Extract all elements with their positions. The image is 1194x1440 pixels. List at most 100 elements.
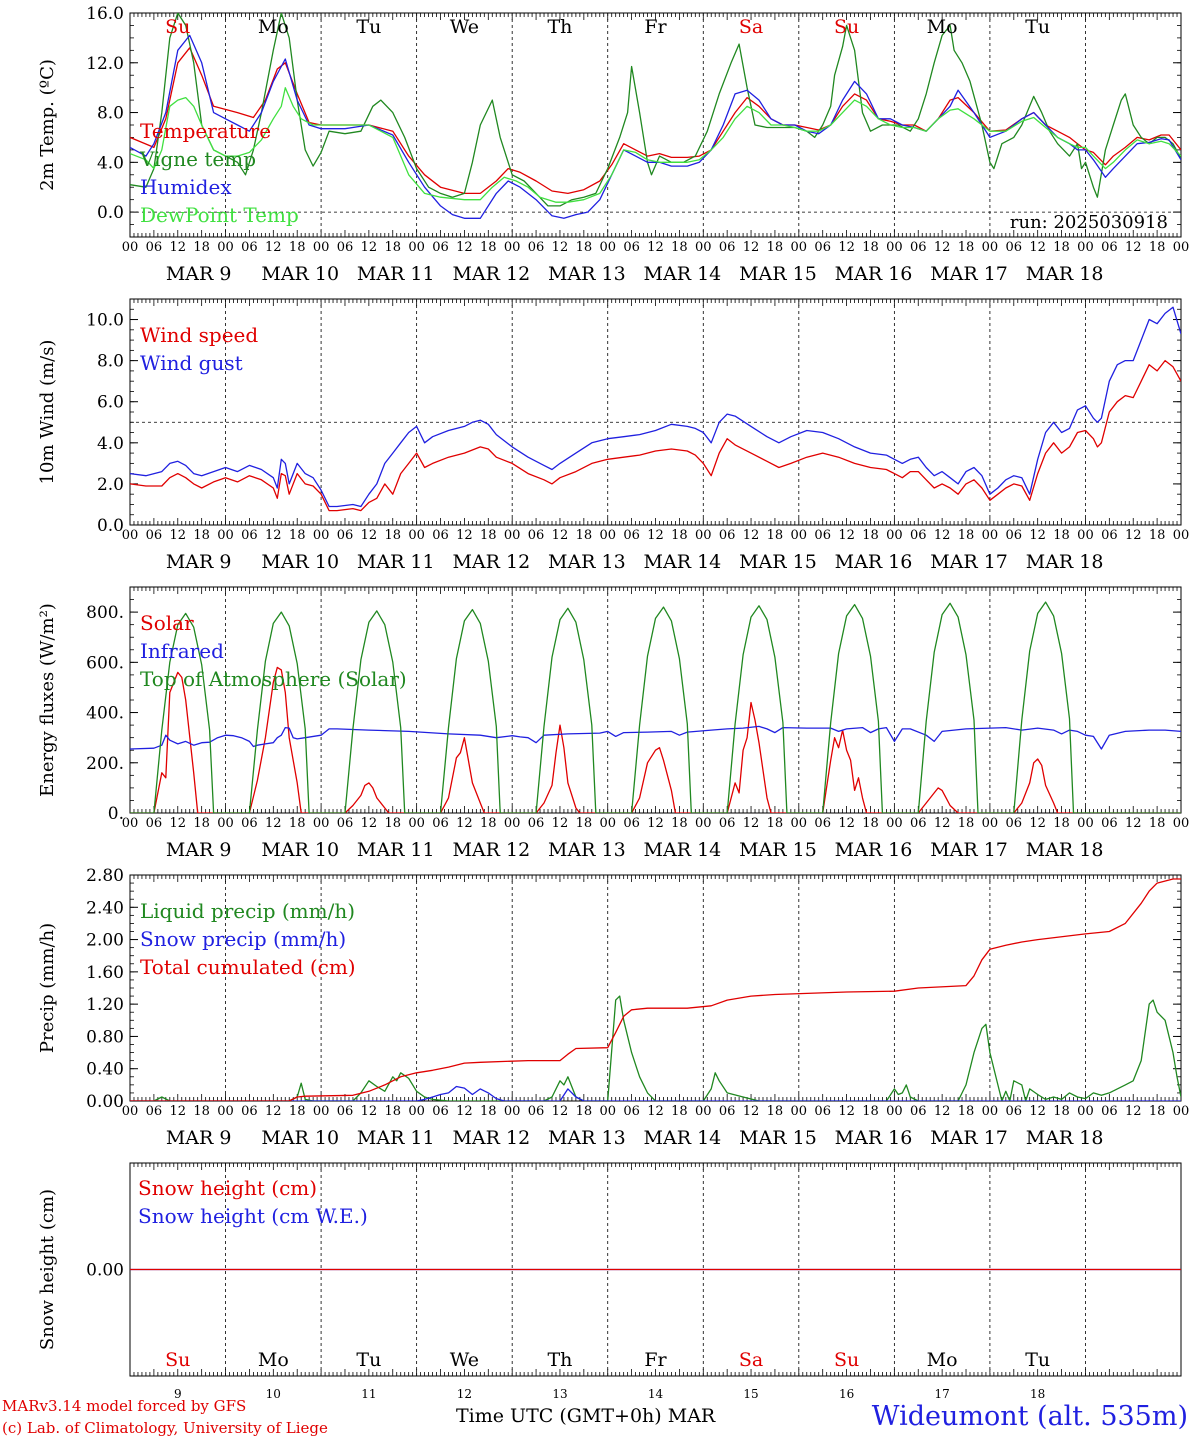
legend-entry: Solar — [140, 611, 194, 635]
hour-tick-label: 12 — [934, 528, 951, 543]
hour-tick-label: 00 — [122, 1104, 139, 1119]
series-line — [130, 995, 1181, 1101]
date-label: MAR 12 — [452, 263, 530, 285]
hour-tick-label: 12 — [934, 1104, 951, 1119]
hour-tick-label: 12 — [743, 816, 760, 831]
series-line — [130, 878, 1181, 1101]
y-tick-label: 16.0 — [86, 4, 124, 24]
hour-tick-label: 00 — [695, 528, 712, 543]
hour-tick-label: 12 — [169, 528, 186, 543]
hour-tick-label: 00 — [1077, 528, 1094, 543]
legend-entry: Snow precip (mm/h) — [140, 927, 346, 951]
weekday-label-top: Mo — [258, 16, 289, 38]
legend-entry: Vigne temp — [139, 147, 256, 171]
y-axis-label: Precip (mm/h) — [37, 923, 58, 1053]
hour-tick-label: 06 — [1101, 240, 1118, 255]
hour-tick-label: 06 — [146, 528, 163, 543]
hour-tick-label: 06 — [337, 1104, 354, 1119]
legend-entry: Humidex — [140, 175, 232, 199]
hour-tick-label: 18 — [671, 1104, 688, 1119]
hour-tick-label: 12 — [647, 240, 664, 255]
hour-tick-label: 12 — [934, 240, 951, 255]
y-tick-label: 200. — [86, 754, 124, 774]
legend-entry: DewPoint Temp — [140, 203, 299, 227]
hour-tick-label: 12 — [361, 816, 378, 831]
time-caption: Time UTC (GMT+0h) — [456, 1405, 662, 1427]
hour-tick-label: 18 — [671, 816, 688, 831]
weekday-label-bottom: We — [450, 1349, 479, 1371]
y-tick-label: 2.0 — [97, 475, 124, 495]
hour-tick-label: 18 — [767, 528, 784, 543]
hour-tick-label: 12 — [1125, 1104, 1142, 1119]
day-number: 12 — [457, 1387, 472, 1401]
hour-tick-label: 18 — [1149, 1104, 1166, 1119]
hour-tick-label: 06 — [528, 816, 545, 831]
hour-tick-label: 00 — [313, 816, 330, 831]
series-line — [130, 725, 1181, 750]
hour-tick-label: 00 — [1173, 1104, 1190, 1119]
hour-tick-label: 18 — [958, 816, 975, 831]
hour-tick-label: 06 — [241, 1104, 258, 1119]
weekday-label-top: We — [450, 16, 479, 38]
hour-tick-label: 06 — [1006, 240, 1023, 255]
hour-tick-label: 12 — [265, 240, 282, 255]
date-label: MAR 13 — [548, 839, 626, 861]
hour-tick-label: 00 — [695, 240, 712, 255]
hour-tick-label: 18 — [1053, 240, 1070, 255]
hour-tick-label: 00 — [1173, 816, 1190, 831]
hour-tick-label: 00 — [408, 240, 425, 255]
hour-tick-label: 18 — [289, 240, 306, 255]
weekday-label-top: Su — [834, 16, 859, 38]
hour-tick-label: 18 — [1149, 240, 1166, 255]
date-label: MAR 18 — [1026, 263, 1104, 285]
y-tick-label: 0.0 — [97, 203, 124, 223]
weekday-label-bottom: Tu — [356, 1349, 381, 1371]
hour-tick-label: 00 — [791, 816, 808, 831]
credit-line-1: MARv3.14 model forced by GFS — [2, 1397, 247, 1415]
y-tick-label: 2.00 — [86, 931, 124, 951]
hour-tick-label: 06 — [241, 528, 258, 543]
y-tick-label: 12.0 — [86, 54, 124, 74]
hour-tick-label: 12 — [647, 1104, 664, 1119]
hour-tick-label: 06 — [337, 240, 354, 255]
hour-tick-label: 06 — [910, 528, 927, 543]
hour-tick-label: 18 — [193, 240, 210, 255]
hour-tick-label: 00 — [217, 528, 234, 543]
legend-entry: Total cumulated (cm) — [140, 955, 356, 979]
weekday-label-top: Fr — [644, 16, 667, 38]
date-label: MAR 11 — [357, 839, 435, 861]
y-axis-label: Snow height (cm) — [37, 1189, 58, 1350]
hour-tick-label: 18 — [480, 1104, 497, 1119]
weekday-label-top: Mo — [927, 16, 958, 38]
legend-entry: Snow height (cm) — [138, 1176, 317, 1200]
hour-tick-label: 18 — [289, 1104, 306, 1119]
hour-tick-label: 18 — [1053, 528, 1070, 543]
hour-tick-label: 12 — [169, 1104, 186, 1119]
hour-tick-label: 00 — [791, 1104, 808, 1119]
day-number: 10 — [266, 1387, 281, 1401]
y-tick-label: 1.20 — [86, 995, 124, 1015]
date-label: MAR 17 — [930, 263, 1008, 285]
hour-tick-label: 06 — [1006, 1104, 1023, 1119]
y-tick-label: 8.0 — [97, 104, 124, 124]
run-label: run: 2025030918 — [1010, 212, 1168, 233]
hour-tick-label: 00 — [599, 240, 616, 255]
hour-tick-label: 12 — [1029, 816, 1046, 831]
hour-tick-label: 06 — [623, 1104, 640, 1119]
hour-tick-label: 18 — [862, 528, 879, 543]
hour-tick-label: 00 — [217, 816, 234, 831]
date-label: MAR 11 — [357, 263, 435, 285]
series-line — [130, 359, 1181, 512]
weekday-label-bottom: Tu — [1025, 1349, 1050, 1371]
panel-wind: 0.0 2.0 4.0 6.0 8.0 10.0 10m Wind (m/s) Wind sp… — [37, 298, 1189, 573]
hour-tick-label: 12 — [265, 816, 282, 831]
hour-tick-label: 06 — [1101, 528, 1118, 543]
date-label: MAR 17 — [930, 551, 1008, 573]
hour-tick-label: 18 — [384, 528, 401, 543]
hour-tick-label: 12 — [169, 816, 186, 831]
hour-tick-label: 06 — [623, 528, 640, 543]
weekday-label-bottom: Th — [547, 1349, 572, 1371]
y-tick-label: 0.00 — [86, 1261, 124, 1281]
hour-tick-label: 18 — [862, 816, 879, 831]
hour-tick-label: 00 — [1173, 240, 1190, 255]
